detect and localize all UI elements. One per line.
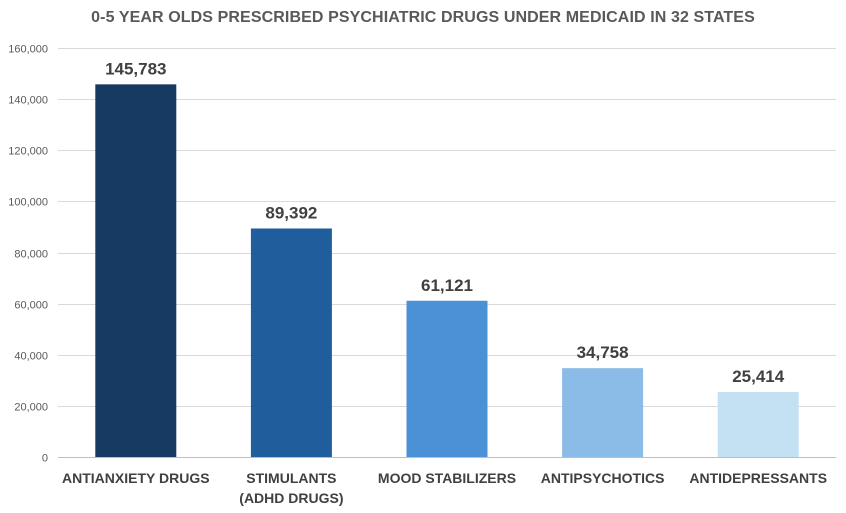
bar bbox=[406, 300, 488, 457]
y-tick-label: 40,000 bbox=[14, 351, 48, 363]
x-category-label: ANTIANXIETY DRUGS bbox=[62, 470, 210, 486]
bar bbox=[95, 84, 177, 457]
y-tick-label: 0 bbox=[42, 453, 48, 465]
data-label: 34,758 bbox=[577, 343, 629, 362]
x-category-label: ANTIPSYCHOTICS bbox=[541, 470, 665, 486]
data-label: 89,392 bbox=[265, 203, 317, 222]
x-category-label: MOOD STABILIZERS bbox=[378, 470, 516, 486]
y-tick-label: 160,000 bbox=[8, 44, 48, 56]
chart-title: 0-5 YEAR OLDS PRESCRIBED PSYCHIATRIC DRU… bbox=[91, 9, 755, 26]
y-axis-tick-labels: 0 20,000 40,000 60,000 80,000 100,000 120,000 1… bbox=[8, 44, 48, 465]
data-label: 25,414 bbox=[732, 367, 785, 386]
y-tick-label: 20,000 bbox=[14, 402, 48, 414]
data-label: 145,783 bbox=[105, 59, 166, 78]
y-tick-label: 60,000 bbox=[14, 300, 48, 312]
y-tick-label: 100,000 bbox=[8, 197, 48, 209]
y-tick-label: 140,000 bbox=[8, 95, 48, 107]
y-tick-label: 80,000 bbox=[14, 249, 48, 261]
data-labels: 145,783 89,392 61,121 34,758 25,414 bbox=[105, 59, 785, 386]
data-label: 61,121 bbox=[421, 276, 473, 295]
bar bbox=[717, 392, 799, 457]
x-axis-category-labels: ANTIANXIETY DRUGS STIMULANTS (ADHD DRUGS) M… bbox=[62, 470, 827, 506]
y-tick-label: 120,000 bbox=[8, 146, 48, 158]
bar bbox=[562, 368, 644, 457]
x-category-label: ANTIDEPRESSANTS bbox=[689, 470, 827, 486]
x-category-label: (ADHD DRUGS) bbox=[239, 490, 343, 506]
bars bbox=[95, 84, 799, 457]
x-category-label: STIMULANTS bbox=[246, 470, 336, 486]
bar bbox=[250, 228, 332, 457]
